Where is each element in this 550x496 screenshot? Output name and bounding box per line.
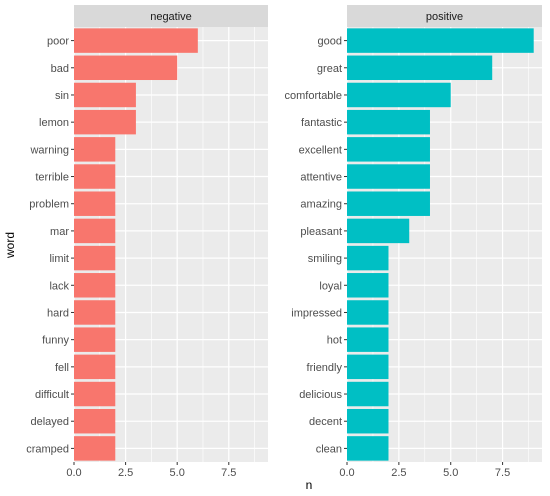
y-tick-label: funny (42, 335, 69, 347)
bar-positive-impressed (347, 300, 389, 325)
bar-negative-warning (74, 137, 116, 162)
facet-panel-negative: negative 0.0 2.5 5.0 7.5 poor bad sin lemon warni… (26, 5, 268, 479)
facet-strip-label-positive: positive (426, 11, 463, 23)
y-tick-label: problem (29, 199, 69, 211)
bar-negative-fell (74, 354, 116, 380)
x-tick-label: 0.0 (66, 467, 81, 479)
facet-strip-negative (74, 5, 268, 27)
bar-positive-fantastic (347, 109, 430, 135)
bar-positive-decent (347, 408, 389, 434)
y-tick-label: clean (316, 443, 342, 455)
bar-negative-lack (74, 273, 116, 298)
x-tick-label: 5.0 (443, 467, 458, 479)
bar-negative-sin (74, 82, 136, 108)
x-tick-label: 7.5 (495, 467, 510, 479)
y-tick-label: attentive (300, 172, 342, 184)
x-tick-label: 2.5 (391, 467, 406, 479)
bar-negative-lemon (74, 109, 136, 135)
y-tick-label: poor (47, 36, 69, 48)
facet-panel-positive: positive 0.0 2.5 5.0 7.5 good great comfortable… (285, 5, 542, 479)
bar-negative-poor (74, 28, 198, 53)
x-tick-label: 0.0 (339, 467, 354, 479)
y-tick-label: lemon (39, 117, 69, 129)
y-tick-label: fell (55, 362, 69, 374)
y-tick-label: limit (49, 253, 69, 265)
y-tick-label: difficult (35, 389, 69, 401)
y-tick-label: great (317, 63, 342, 75)
y-tick-label: pleasant (300, 226, 342, 238)
bar-positive-loyal (347, 273, 389, 298)
y-tick-label: loyal (319, 280, 342, 292)
bar-negative-hard (74, 300, 116, 325)
y-tick-label: hot (327, 335, 342, 347)
y-tick-label: good (318, 36, 342, 48)
x-axis-title: n (306, 478, 313, 492)
bar-positive-amazing (347, 191, 430, 216)
bar-negative-bad (74, 55, 178, 81)
bar-positive-friendly (347, 354, 389, 380)
bar-negative-funny (74, 327, 116, 352)
y-tick-label: warning (29, 144, 69, 156)
bar-positive-smiling (347, 245, 389, 271)
y-tick-label: bad (51, 63, 69, 75)
bar-positive-attentive (347, 164, 430, 189)
bar-positive-excellent (347, 137, 430, 162)
y-tick-label: delicious (299, 389, 342, 401)
bar-positive-delicious (347, 381, 389, 407)
bar-negative-problem (74, 191, 116, 216)
y-tick-label: smiling (308, 253, 342, 265)
bar-positive-clean (347, 436, 389, 461)
y-tick-label: cramped (26, 443, 69, 455)
bar-negative-cramped (74, 436, 116, 461)
bar-negative-difficult (74, 381, 116, 407)
y-tick-label: delayed (30, 416, 69, 428)
facet-strip-positive (347, 5, 542, 27)
y-tick-label: lack (49, 280, 69, 292)
x-tick-label: 2.5 (118, 467, 133, 479)
x-tick-label: 7.5 (221, 467, 236, 479)
y-tick-label: sin (55, 90, 69, 102)
bar-positive-pleasant (347, 218, 410, 244)
bar-positive-great (347, 55, 493, 81)
y-tick-label: hard (47, 307, 69, 319)
bar-negative-terrible (74, 164, 116, 189)
y-tick-label: impressed (291, 307, 342, 319)
x-tick-label: 5.0 (170, 467, 185, 479)
bar-positive-hot (347, 327, 389, 352)
y-tick-label: terrible (35, 172, 69, 184)
bar-positive-good (347, 28, 534, 53)
bar-negative-mar (74, 218, 116, 244)
y-axis-title: word (3, 232, 17, 259)
y-tick-label: fantastic (301, 117, 342, 129)
y-tick-label: amazing (300, 199, 342, 211)
facet-strip-label-negative: negative (150, 11, 192, 23)
y-tick-label: excellent (299, 144, 342, 156)
bar-positive-comfortable (347, 82, 451, 108)
y-tick-label: mar (50, 226, 69, 238)
bar-negative-delayed (74, 408, 116, 434)
y-tick-label: friendly (307, 362, 343, 374)
y-tick-label: comfortable (285, 90, 342, 102)
bar-negative-limit (74, 245, 116, 271)
y-tick-label: decent (309, 416, 342, 428)
